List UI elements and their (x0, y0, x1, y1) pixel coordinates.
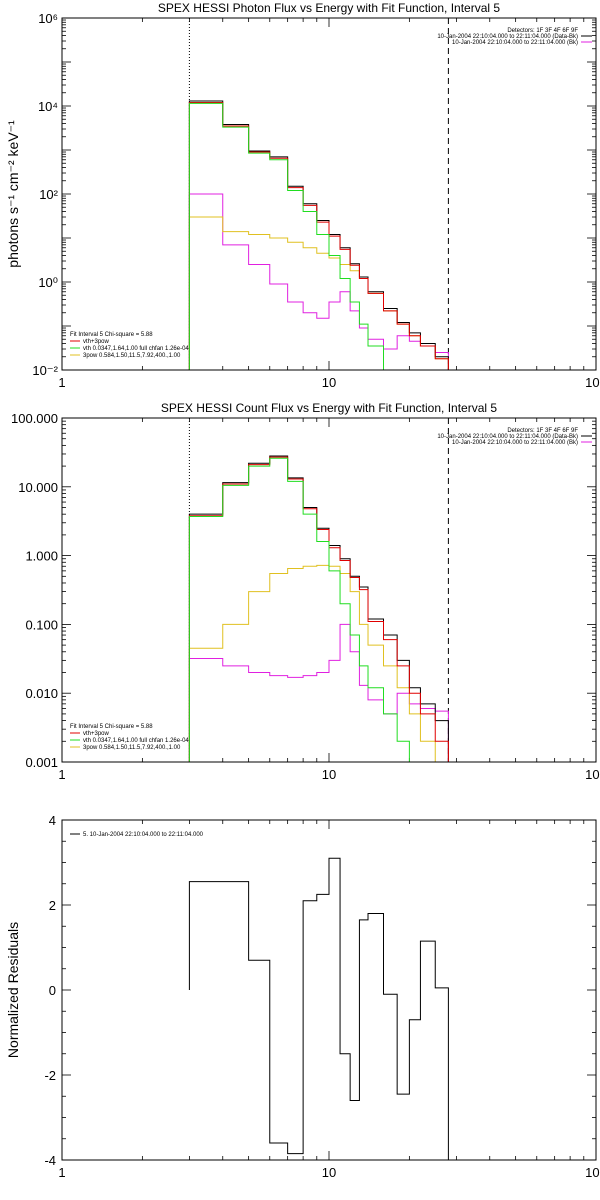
plot-frame (61, 819, 597, 1161)
legend-entry-text: vth+3pow (83, 731, 110, 737)
x-tick-label: 10 (322, 767, 336, 782)
y-tick-label: 0.100 (25, 617, 58, 632)
legend-top-left: 5. 10-Jan-2004 22:10:04.000 to 22:11:04.… (70, 832, 204, 838)
y-tick-label: 10⁰ (38, 275, 58, 290)
legend-entry-text: 10-Jan-2004 22:10:04.000 to 22:11:04.000… (437, 434, 578, 440)
y-tick-label: 10⁴ (38, 99, 58, 114)
legend-bottom-left: Fit Interval 5 Chi-square = 5.88vth+3pow… (70, 332, 189, 359)
y-axis-label: Normalized Residuals (5, 922, 21, 1058)
x-tick-label: 100 (585, 375, 600, 390)
chart-title: SPEX HESSI Photon Flux vs Energy with Fi… (158, 1, 500, 15)
legend-entry-text: 3pow 0.584,1.50,11.5,7.92,400.,1.00 (83, 353, 181, 359)
legend-header: Detectors: 1F 3F 4F 6F 9F (507, 28, 578, 34)
legend-header: Detectors: 1F 3F 4F 6F 9F (507, 428, 578, 434)
y-tick-label: 1.000 (25, 549, 58, 564)
series-3pow-line (188, 216, 449, 370)
chart-title: SPEX HESSI Count Flux vs Energy with Fit… (161, 401, 497, 415)
legend-entry-text: 10-Jan-2004 22:10:04.000 to 22:11:04.000… (452, 440, 578, 446)
x-tick-label: 10 (322, 1165, 336, 1180)
chart-2: SPEX HESSI Count Flux vs Energy with Fit… (11, 401, 600, 782)
x-tick-label: 100 (585, 767, 600, 782)
plot-area (188, 418, 449, 762)
legend-entry-text: 10-Jan-2004 22:10:04.000 to 22:11:04.000… (452, 40, 578, 46)
x-tick-label: 1 (58, 375, 65, 390)
series-vth-line (188, 102, 449, 370)
y-axis-label: photons s⁻¹ cm⁻² keV⁻¹ (5, 120, 21, 268)
series-bk-line (188, 623, 449, 762)
plot-area (188, 18, 449, 370)
series-data-bk-line (188, 100, 449, 370)
y-tick-label: 0.001 (25, 755, 58, 770)
plot-frame (61, 17, 597, 371)
chart-3: 1 10 100 -4 -2 0 2 4 Normalized Residuals 5. 10-J… (5, 813, 600, 1180)
y-tick-label: 10⁻² (32, 363, 58, 378)
series-data-bk-line (188, 455, 449, 762)
legend-entry-text: 5. 10-Jan-2004 22:10:04.000 to 22:11:04.… (83, 832, 204, 838)
chart-1: SPEX HESSI Photon Flux vs Energy with Fi… (5, 1, 600, 390)
y-tick-label: 10⁶ (38, 11, 58, 26)
series-vth-3pow-line (188, 456, 449, 762)
legend-entry-text: vth+3pow (83, 339, 110, 345)
y-tick-label: 0.010 (25, 686, 58, 701)
y-tick-label: -4 (44, 1153, 56, 1168)
x-tick-label: 1 (58, 1165, 65, 1180)
x-tick-label: 10 (322, 375, 336, 390)
y-tick-label: -2 (44, 1068, 56, 1083)
y-tick-label: 10.000 (18, 480, 58, 495)
legend-bottom-left: Fit Interval 5 Chi-square = 5.88vth+3pow… (70, 724, 189, 751)
series-vth-line (188, 457, 449, 762)
legend-entry-text: 10-Jan-2004 22:10:04.000 to 22:11:04.000… (437, 34, 578, 40)
series-bk-line (188, 193, 449, 370)
y-tick-label: 4 (49, 813, 56, 828)
x-tick-label: 100 (585, 1165, 600, 1180)
legend-header: Fit Interval 5 Chi-square = 5.88 (70, 332, 153, 338)
y-tick-label: 2 (49, 898, 56, 913)
legend-entry-text: vth 0.0347,1.64,1.00 full chfan 1.26e-04 (83, 346, 189, 352)
legend-entry-text: 3pow 0.584,1.50,11.5,7.92,400.,1.00 (83, 745, 181, 751)
y-tick-label: 100.000 (11, 411, 58, 426)
y-tick-label: 0 (49, 983, 56, 998)
legend-entry-text: vth 0.0347,1.64,1.00 full chfan 1.26e-04 (83, 738, 189, 744)
y-tick-label: 10² (39, 187, 58, 202)
plot-area (188, 857, 449, 1160)
series-vth-3pow-line (188, 102, 449, 370)
legend-header: Fit Interval 5 Chi-square = 5.88 (70, 724, 153, 730)
x-tick-label: 1 (58, 767, 65, 782)
series-residuals-line (188, 857, 449, 1160)
plot-frame (61, 417, 597, 763)
